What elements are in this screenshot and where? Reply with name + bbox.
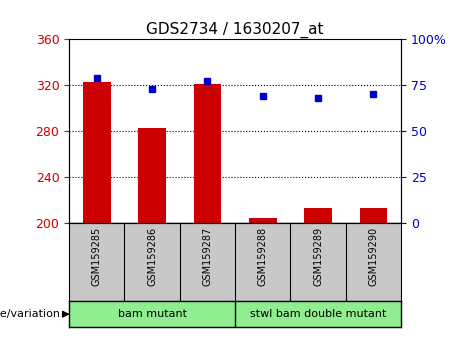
Text: GSM159290: GSM159290 (368, 227, 378, 286)
Text: GSM159286: GSM159286 (147, 227, 157, 286)
Text: GSM159285: GSM159285 (92, 227, 102, 286)
Bar (249, 218, 277, 223)
Bar (83, 81, 111, 223)
Text: GSM159287: GSM159287 (202, 227, 213, 286)
Text: stwl bam double mutant: stwl bam double mutant (250, 309, 386, 319)
Bar (194, 84, 221, 223)
Text: GSM159288: GSM159288 (258, 227, 268, 286)
Text: GSM159289: GSM159289 (313, 227, 323, 286)
Title: GDS2734 / 1630207_at: GDS2734 / 1630207_at (146, 21, 324, 38)
Bar (304, 208, 332, 223)
Bar (138, 127, 166, 223)
Text: genotype/variation: genotype/variation (0, 309, 60, 319)
Bar (360, 208, 387, 223)
Text: bam mutant: bam mutant (118, 309, 187, 319)
